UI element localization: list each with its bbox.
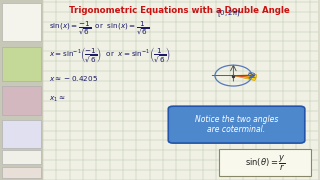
Text: $\sin(\theta) = \dfrac{y}{r}$: $\sin(\theta) = \dfrac{y}{r}$ xyxy=(244,153,286,173)
Bar xyxy=(2,3,41,41)
Bar xyxy=(2,47,41,81)
Text: $x_1 \approx$: $x_1 \approx$ xyxy=(49,94,66,104)
Bar xyxy=(2,120,41,148)
FancyBboxPatch shape xyxy=(219,149,311,176)
Wedge shape xyxy=(233,75,256,80)
Text: $\sin(x) = \dfrac{-1}{\sqrt{6}}$  or  $\sin(x) = \dfrac{1}{\sqrt{6}}$: $\sin(x) = \dfrac{-1}{\sqrt{6}}$ or $\si… xyxy=(49,19,149,37)
Bar xyxy=(2,166,41,178)
Text: $x = \sin^{-1}\!\left(\dfrac{-1}{\sqrt{6}}\right)$  or  $x = \sin^{-1}\!\left(\d: $x = \sin^{-1}\!\left(\dfrac{-1}{\sqrt{6… xyxy=(49,46,171,64)
FancyBboxPatch shape xyxy=(168,106,305,143)
Text: $x \approx -0.4205$: $x \approx -0.4205$ xyxy=(49,74,98,83)
Bar xyxy=(0,0,43,180)
Bar xyxy=(43,0,317,180)
Text: Trigonometric Equations with a Double Angle: Trigonometric Equations with a Double An… xyxy=(69,6,290,15)
Bar xyxy=(2,150,41,164)
Text: $[0, 2\pi)$: $[0, 2\pi)$ xyxy=(218,8,241,19)
Bar xyxy=(2,86,41,115)
Text: Notice the two angles
are coterminal.: Notice the two angles are coterminal. xyxy=(195,115,278,134)
